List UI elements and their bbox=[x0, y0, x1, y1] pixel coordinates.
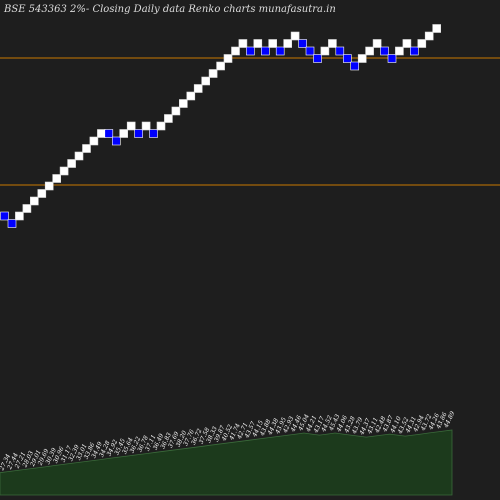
renko-brick-down bbox=[7, 219, 17, 228]
renko-brick-up bbox=[52, 174, 62, 183]
renko-brick-down bbox=[134, 129, 143, 138]
renko-brick-up bbox=[82, 144, 91, 153]
renko-brick-up bbox=[15, 211, 24, 221]
renko-brick-up bbox=[97, 129, 106, 138]
renko-brick-up bbox=[164, 114, 173, 123]
renko-brick-up bbox=[283, 39, 293, 48]
renko-brick-up bbox=[186, 91, 196, 101]
renko-brick-up bbox=[372, 39, 382, 48]
renko-brick-down bbox=[387, 54, 397, 63]
renko-brick-down bbox=[298, 39, 307, 48]
renko-bricks bbox=[0, 24, 442, 228]
renko-brick-up bbox=[119, 129, 128, 138]
renko-brick-down bbox=[246, 46, 255, 56]
renko-brick-down bbox=[350, 61, 360, 71]
renko-brick-up bbox=[238, 39, 248, 48]
renko-brick-down bbox=[260, 46, 270, 56]
volume-area bbox=[0, 429, 453, 496]
renko-brick-up bbox=[432, 24, 442, 33]
renko-brick-up bbox=[216, 61, 225, 71]
renko-brick-up bbox=[22, 204, 32, 213]
renko-brick-up bbox=[67, 159, 76, 168]
renko-brick-down bbox=[335, 46, 345, 56]
renko-brick-up bbox=[268, 39, 278, 48]
renko-brick-up bbox=[402, 39, 412, 48]
renko-brick-down bbox=[112, 136, 121, 146]
level-lines bbox=[0, 57, 500, 186]
renko-brick-up bbox=[365, 46, 374, 56]
renko-brick-up bbox=[29, 196, 39, 206]
renko-brick-up bbox=[44, 181, 54, 191]
renko-brick-up bbox=[74, 151, 84, 161]
volume-fill bbox=[0, 429, 453, 496]
renko-brick-up bbox=[357, 54, 367, 63]
renko-brick-down bbox=[380, 46, 389, 56]
renko-brick-up bbox=[156, 121, 166, 131]
renko-brick-up bbox=[395, 46, 404, 56]
renko-brick-up bbox=[171, 106, 181, 116]
renko-brick-up bbox=[231, 46, 240, 56]
renko-brick-up bbox=[179, 99, 188, 108]
renko-brick-down bbox=[409, 46, 419, 56]
renko-brick-up bbox=[37, 189, 47, 198]
renko-brick-up bbox=[89, 136, 99, 146]
renko-brick-down bbox=[342, 54, 352, 63]
renko-brick-down bbox=[104, 129, 114, 138]
renko-brick-down bbox=[0, 211, 9, 221]
renko-brick-up bbox=[290, 31, 300, 41]
renko-brick-down bbox=[149, 129, 158, 138]
renko-brick-up bbox=[208, 69, 218, 78]
renko-brick-up bbox=[328, 39, 337, 48]
renko-brick-up bbox=[141, 121, 151, 131]
renko-brick-down bbox=[305, 46, 315, 56]
renko-brick-down bbox=[313, 54, 322, 63]
renko-brick-up bbox=[417, 39, 427, 48]
volume-labels: 27.3427.4427.2128.0329.0129.6930.3930.96… bbox=[0, 410, 456, 472]
renko-brick-up bbox=[126, 121, 136, 131]
renko-brick-down bbox=[275, 46, 285, 56]
renko-brick-up bbox=[223, 54, 233, 63]
renko-brick-up bbox=[59, 166, 69, 176]
renko-brick-up bbox=[320, 46, 330, 56]
chart-title: BSE 543363 2%- Closing Daily data Renko … bbox=[3, 4, 336, 15]
renko-brick-up bbox=[253, 39, 263, 48]
renko-brick-up bbox=[201, 76, 210, 86]
renko-brick-up bbox=[193, 84, 203, 93]
renko-brick-up bbox=[424, 31, 434, 41]
